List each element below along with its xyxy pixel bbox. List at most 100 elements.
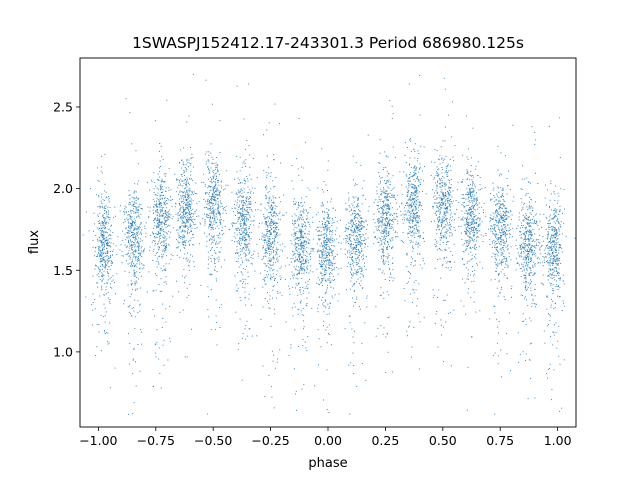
- data-point: [276, 206, 278, 208]
- data-point: [258, 238, 260, 240]
- data-point: [193, 266, 195, 268]
- data-point: [416, 305, 418, 307]
- data-point: [138, 245, 140, 247]
- data-point: [114, 367, 116, 369]
- data-point: [407, 190, 409, 192]
- data-point: [214, 215, 216, 217]
- data-point: [324, 299, 326, 301]
- data-point: [214, 190, 216, 192]
- data-point: [417, 214, 419, 216]
- data-point: [110, 276, 112, 278]
- data-point: [326, 313, 328, 315]
- data-point: [256, 243, 258, 245]
- data-point: [301, 234, 303, 236]
- data-point: [85, 296, 87, 298]
- data-point: [219, 206, 221, 208]
- data-point: [410, 273, 411, 275]
- data-point: [303, 236, 305, 238]
- data-point: [216, 234, 218, 236]
- data-point: [243, 118, 245, 120]
- data-point: [204, 183, 206, 185]
- data-point: [344, 231, 346, 232]
- data-point: [128, 239, 129, 241]
- data-point: [242, 162, 244, 164]
- data-point: [299, 230, 301, 231]
- data-point: [237, 221, 239, 223]
- data-point: [101, 205, 103, 207]
- data-point: [192, 157, 194, 159]
- data-point: [157, 261, 159, 263]
- data-point: [299, 237, 301, 239]
- data-point: [165, 175, 166, 177]
- data-point: [177, 246, 179, 248]
- data-point: [383, 192, 385, 194]
- data-point: [389, 196, 390, 198]
- data-point: [131, 307, 133, 309]
- data-point: [240, 215, 242, 217]
- data-point: [166, 215, 168, 217]
- data-point: [409, 211, 411, 213]
- data-point: [392, 221, 394, 223]
- data-point: [283, 214, 285, 216]
- data-point: [186, 190, 188, 192]
- data-point: [332, 268, 334, 270]
- data-point: [213, 196, 214, 198]
- data-point: [114, 206, 116, 208]
- data-point: [349, 206, 351, 208]
- data-point: [319, 284, 320, 286]
- data-point: [188, 232, 190, 234]
- data-point: [325, 227, 327, 229]
- data-point: [112, 249, 114, 251]
- data-point: [300, 228, 302, 230]
- data-point: [204, 213, 205, 215]
- data-point: [307, 287, 309, 289]
- data-point: [99, 239, 101, 241]
- data-point: [101, 257, 103, 259]
- data-point: [218, 184, 220, 186]
- data-point: [248, 237, 250, 239]
- data-point: [168, 190, 170, 192]
- data-point: [262, 278, 264, 280]
- data-point: [403, 207, 405, 209]
- data-point: [265, 263, 267, 265]
- data-point: [380, 232, 382, 234]
- data-point: [121, 262, 123, 264]
- data-point: [179, 209, 181, 211]
- data-point: [106, 243, 108, 245]
- data-point: [327, 190, 328, 191]
- data-point: [131, 284, 132, 286]
- data-point: [378, 241, 380, 243]
- data-point: [312, 221, 314, 223]
- data-point: [327, 226, 329, 228]
- data-point: [191, 255, 193, 257]
- data-point: [211, 196, 213, 198]
- data-point: [254, 201, 256, 203]
- data-point: [365, 219, 367, 221]
- data-point: [324, 260, 326, 262]
- data-point: [407, 270, 409, 272]
- data-point: [410, 207, 412, 209]
- data-point: [395, 236, 397, 237]
- data-point: [187, 232, 188, 234]
- data-point: [382, 219, 384, 221]
- data-point: [346, 289, 348, 291]
- data-point: [358, 306, 360, 308]
- data-point: [166, 99, 168, 101]
- data-point: [204, 220, 206, 222]
- data-point: [419, 244, 421, 246]
- data-point: [105, 253, 107, 254]
- data-point: [152, 209, 154, 211]
- data-point: [221, 226, 223, 228]
- data-point: [270, 218, 272, 220]
- data-point: [241, 218, 243, 220]
- data-point: [270, 261, 272, 263]
- data-point: [101, 252, 103, 254]
- data-point: [135, 257, 136, 259]
- data-point: [298, 231, 300, 233]
- data-point: [236, 249, 238, 251]
- data-point: [158, 206, 160, 208]
- data-point: [244, 202, 246, 204]
- data-point: [382, 212, 384, 214]
- data-point: [102, 257, 104, 259]
- data-point: [381, 216, 383, 218]
